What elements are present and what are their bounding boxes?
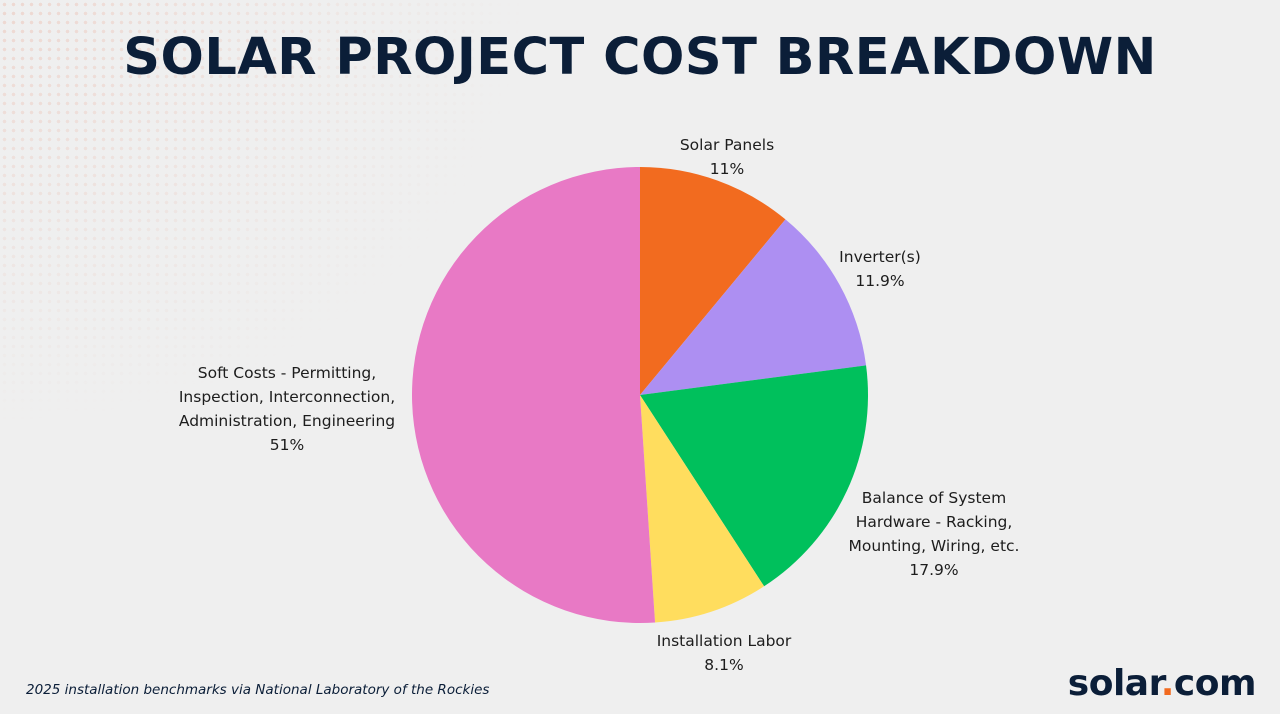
logo-text-com: com <box>1173 663 1257 704</box>
slice-value-label: 8.1% <box>704 656 743 674</box>
slice-value-label: 17.9% <box>909 561 958 579</box>
slice-name-line: Inspection, Interconnection, <box>179 388 395 406</box>
slice-name-line: Hardware - Racking, <box>856 513 1013 531</box>
brand-logo: solar.com <box>1067 662 1257 706</box>
logo-dot: . <box>1160 663 1175 704</box>
logo-text-solar: solar <box>1067 663 1161 704</box>
slice-label-soft-costs-permitting: Soft Costs - Permitting, Inspection, Inte… <box>179 364 395 454</box>
pie-slice-solar-panels <box>640 167 786 395</box>
slice-value-label: 11.9% <box>855 272 904 290</box>
pie-slice-installation-labor <box>640 395 765 623</box>
slice-name-line: Administration, Engineering <box>179 412 395 430</box>
slice-label-balance-of-system: Balance of System Hardware - Racking, Moun… <box>849 489 1020 579</box>
slice-name-line: Balance of System <box>862 489 1006 507</box>
slice-value-label: 51% <box>270 436 304 454</box>
slice-name-line: Mounting, Wiring, etc. <box>849 537 1020 555</box>
slice-name-line: Inverter(s) <box>839 248 921 266</box>
slice-value-label: 11% <box>710 160 744 178</box>
chart-title: SOLAR PROJECT COST BREAKDOWN <box>123 28 1157 87</box>
slice-name-line: Soft Costs - Permitting, <box>198 364 376 382</box>
source-note: 2025 installation benchmarks via Nationa… <box>26 682 490 698</box>
pie-slice-balance-of-system <box>640 365 868 587</box>
pie-slice-soft-costs-permitting <box>411 167 656 623</box>
slice-label-inverter-s: Inverter(s) 11.9% <box>839 248 921 290</box>
pie-slice-inverter-s <box>640 219 867 395</box>
slice-label-solar-panels: Solar Panels 11% <box>680 136 774 178</box>
slice-label-installation-labor: Installation Labor 8.1% <box>657 632 792 674</box>
slice-name-line: Installation Labor <box>657 632 792 650</box>
slice-name-line: Solar Panels <box>680 136 774 154</box>
